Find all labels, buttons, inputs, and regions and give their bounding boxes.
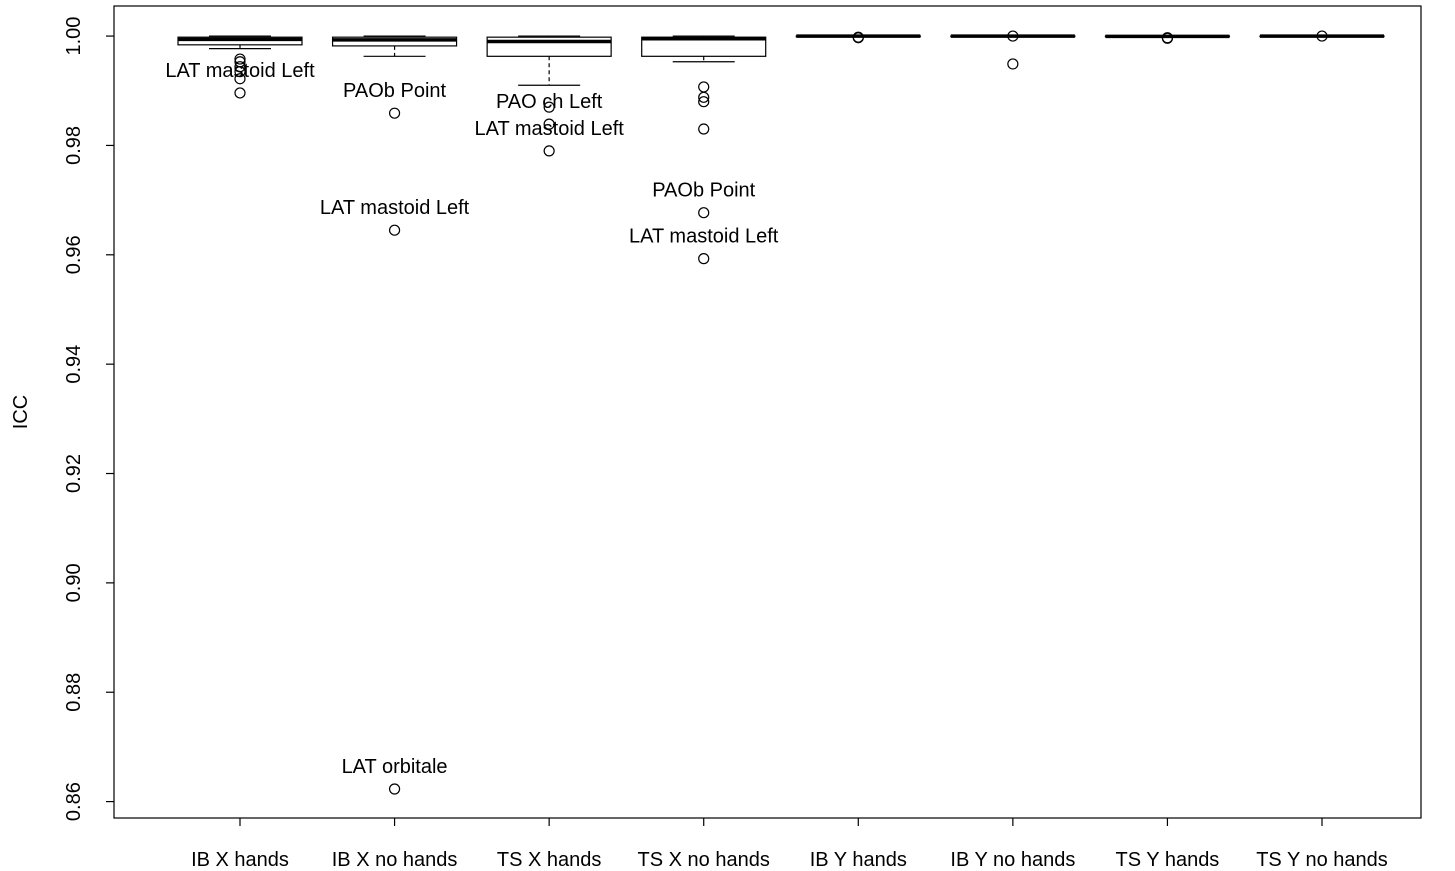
x-tick-label: IB Y hands xyxy=(810,849,907,871)
y-tick-label: 0.98 xyxy=(63,126,85,165)
x-tick-label: IB X no hands xyxy=(332,849,458,871)
y-tick-label: 1.00 xyxy=(63,17,85,56)
outlier-point xyxy=(234,73,246,85)
x-tick-label: TS Y hands xyxy=(1116,849,1220,871)
outlier-point xyxy=(543,101,555,113)
outlier-point xyxy=(852,32,864,44)
box-group xyxy=(1104,32,1231,44)
outlier-point xyxy=(698,123,710,135)
x-tick-label: IB Y no hands xyxy=(950,849,1075,871)
outlier-label: LAT mastoid Left xyxy=(629,226,779,248)
outlier-point xyxy=(234,87,246,99)
box-group xyxy=(1259,30,1385,42)
outlier-point xyxy=(698,91,710,103)
outlier-point xyxy=(234,66,246,78)
outlier-point xyxy=(234,53,246,65)
outlier-point xyxy=(698,207,710,219)
x-tick-label: TS X no hands xyxy=(638,849,770,871)
outlier-point xyxy=(543,118,555,130)
outlier-label: LAT orbitale xyxy=(342,756,448,778)
outlier-point xyxy=(1161,32,1174,44)
box-group xyxy=(795,31,921,44)
box-group: PAOb Point LAT mastoid Left LAT orbitale xyxy=(320,35,470,795)
outlier-point xyxy=(1007,58,1019,70)
outlier-point xyxy=(388,107,401,119)
x-axis: IB X hands IB X no hands TS X hands TS X no… xyxy=(191,818,1388,871)
y-tick-label: 0.90 xyxy=(63,563,85,602)
y-axis-label: ICC xyxy=(10,395,32,429)
boxes-layer: LAT mastoid Left PAOb Point LAT mastoid Le… xyxy=(165,30,1385,795)
x-tick-label: IB X hands xyxy=(191,849,289,871)
outlier-label: PAOb Point xyxy=(652,180,755,202)
y-tick-label: 0.96 xyxy=(63,235,85,274)
x-tick-label: TS X hands xyxy=(497,849,602,871)
y-tick-label: 0.92 xyxy=(63,454,85,493)
outlier-point xyxy=(388,224,401,236)
y-axis: 0.86 0.88 0.90 0.92 0.94 0.96 0.98 1.00 xyxy=(63,17,114,821)
x-tick-label: TS Y no hands xyxy=(1256,849,1388,871)
outlier-point xyxy=(1316,30,1328,42)
outlier-point xyxy=(1007,30,1019,42)
outlier-label: LAT mastoid Left xyxy=(320,197,470,219)
outlier-point xyxy=(698,96,710,108)
box-group: PAOb Point LAT mastoid Left xyxy=(629,35,779,265)
y-tick-label: 0.94 xyxy=(63,345,85,384)
box-group xyxy=(950,30,1076,70)
outlier-label: PAOb Point xyxy=(343,80,446,102)
outlier-point xyxy=(388,783,401,795)
outlier-label: PAO ch Left xyxy=(496,91,603,113)
box-group: PAO ch Left LAT mastoid Left xyxy=(474,35,624,157)
plot-frame xyxy=(113,5,1422,819)
outlier-label: LAT mastoid Left xyxy=(474,118,624,140)
outlier-point xyxy=(543,145,555,157)
outlier-label: LAT mastoid Left xyxy=(165,60,315,82)
outlier-point xyxy=(234,61,246,73)
box-group: LAT mastoid Left xyxy=(165,35,315,99)
y-tick-label: 0.86 xyxy=(63,782,85,821)
y-tick-label: 0.88 xyxy=(63,673,85,712)
outlier-point xyxy=(698,81,710,93)
outlier-point xyxy=(698,253,710,265)
